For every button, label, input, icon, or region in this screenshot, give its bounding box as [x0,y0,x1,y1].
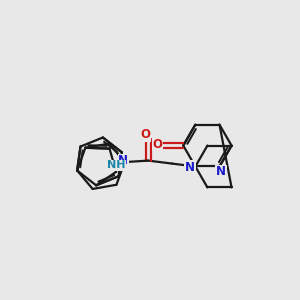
Text: O: O [153,138,163,151]
Text: N: N [185,160,195,174]
Text: N: N [118,154,128,167]
Text: O: O [140,128,150,142]
Text: NH: NH [107,160,125,170]
Text: N: N [216,165,226,178]
